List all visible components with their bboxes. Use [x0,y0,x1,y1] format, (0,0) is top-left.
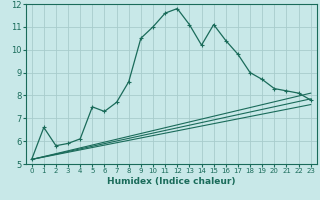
X-axis label: Humidex (Indice chaleur): Humidex (Indice chaleur) [107,177,236,186]
